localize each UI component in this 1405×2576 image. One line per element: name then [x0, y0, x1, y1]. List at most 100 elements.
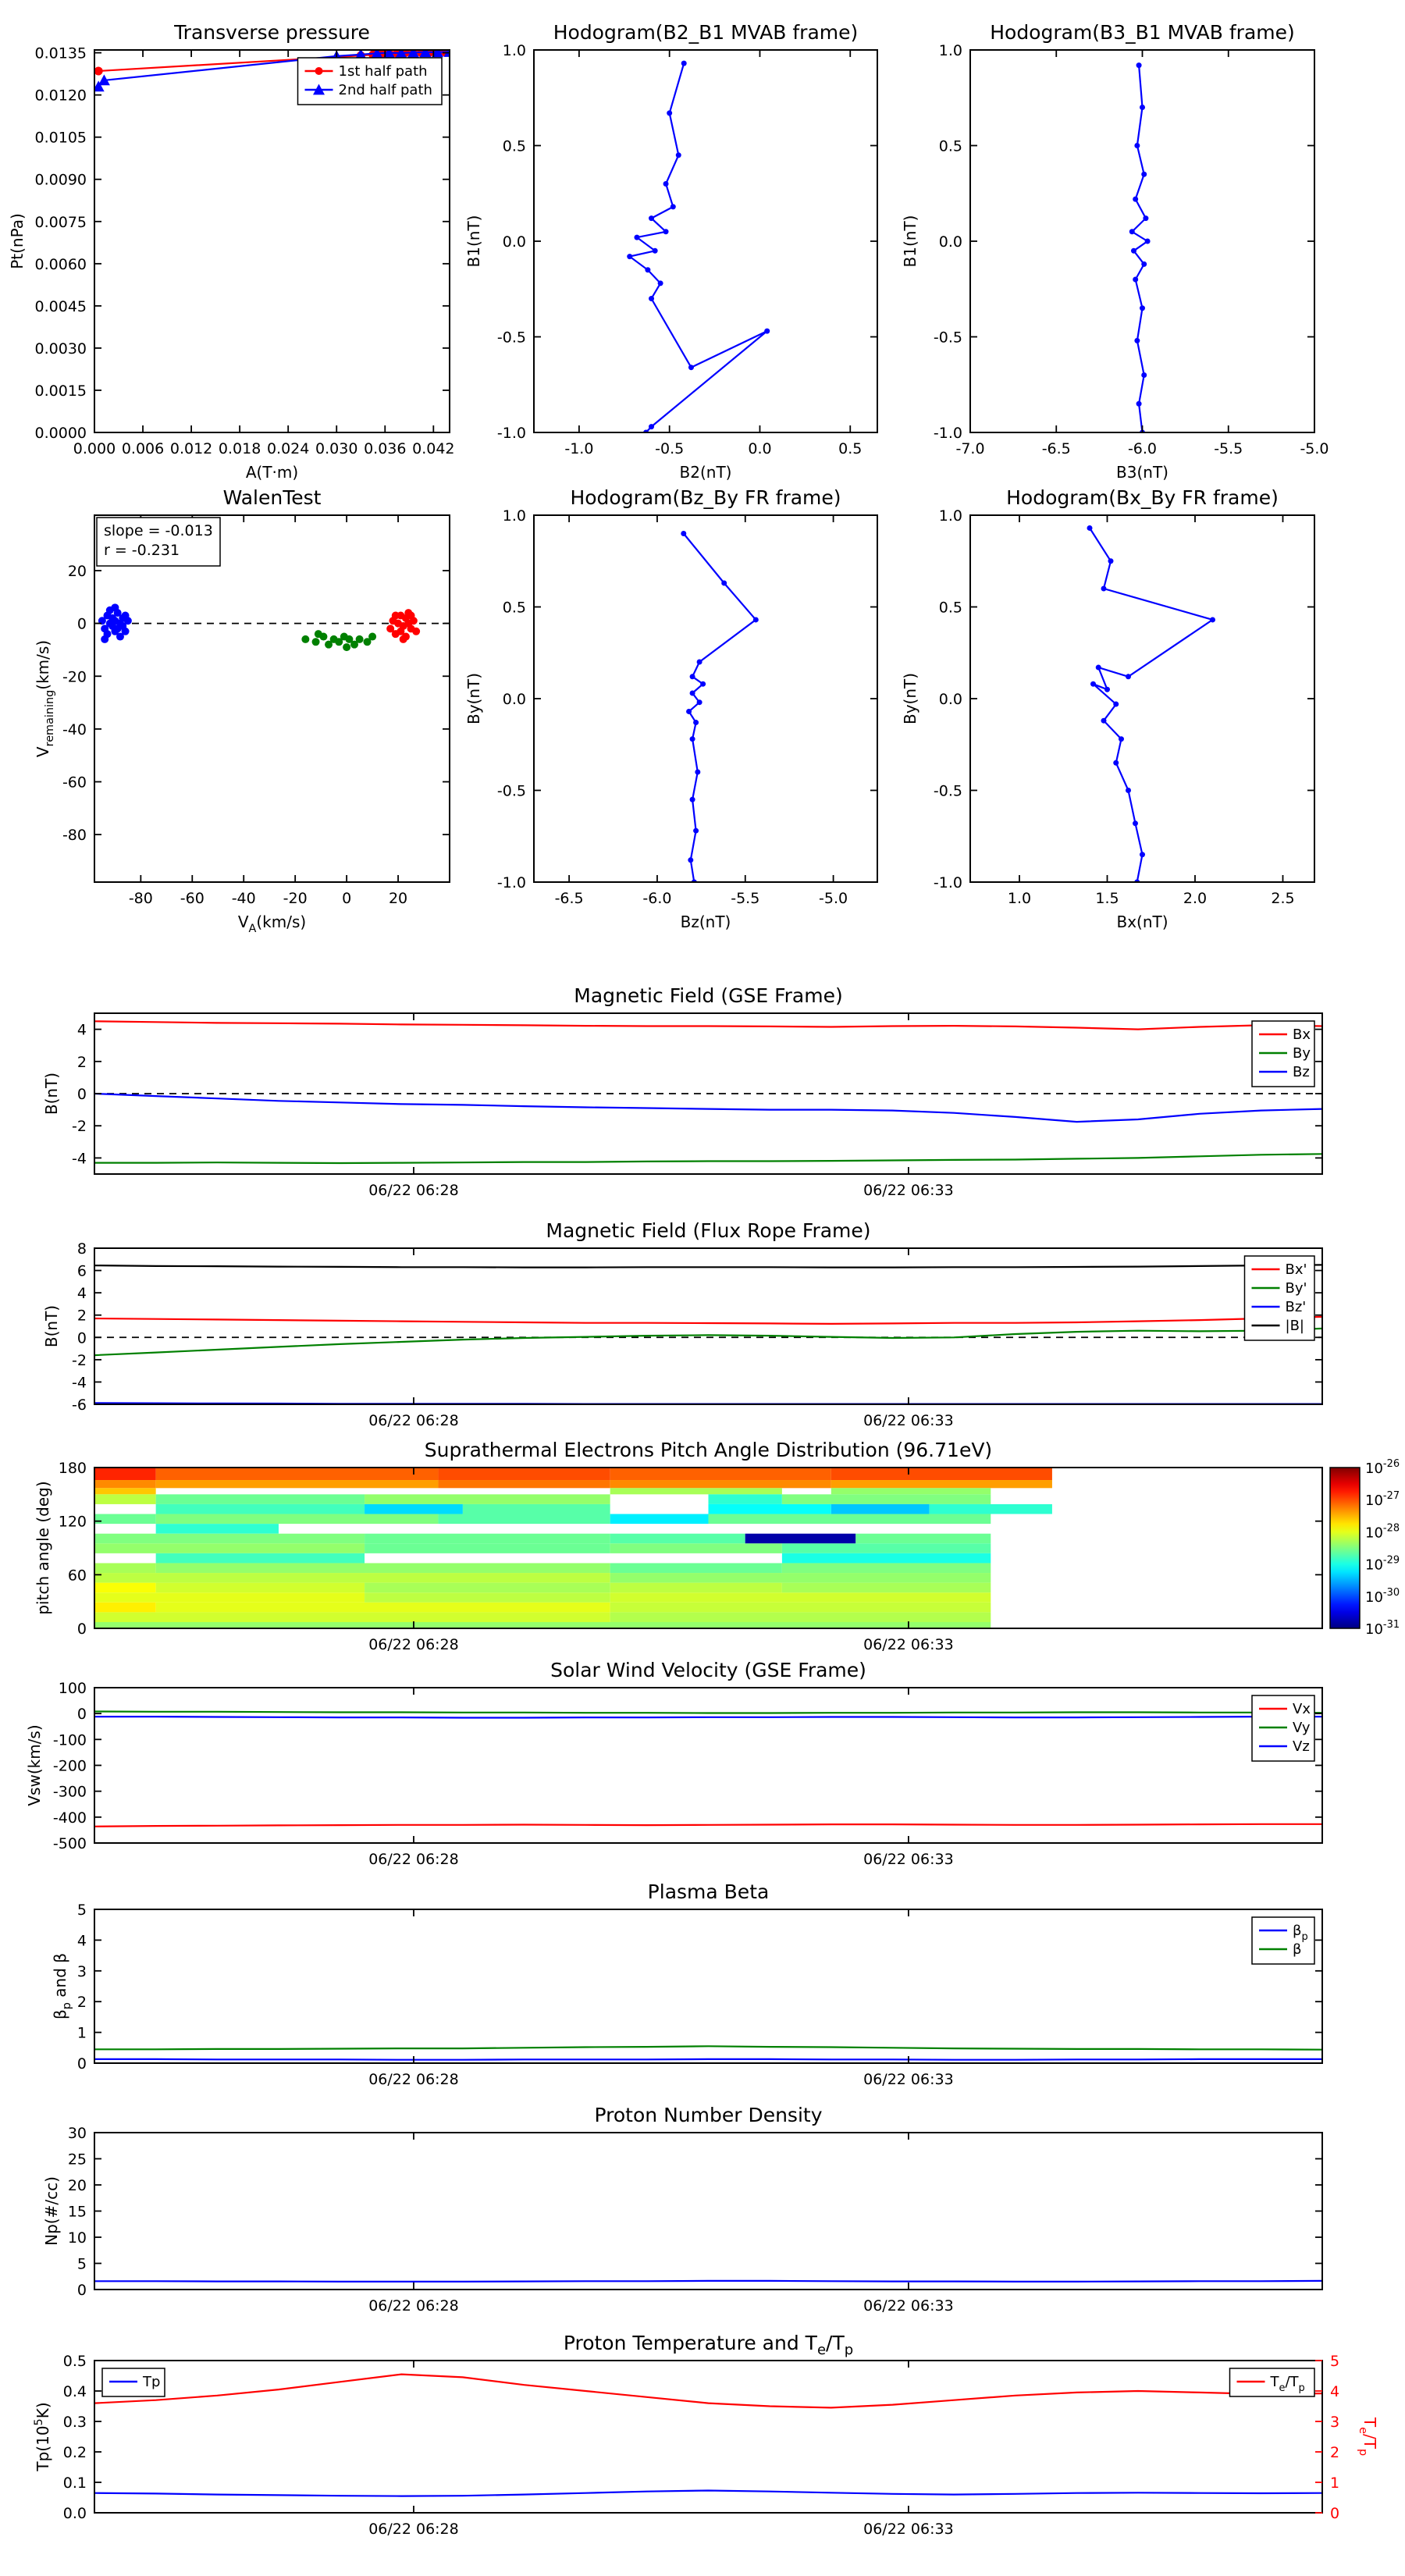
y-tick-label: 100	[59, 1680, 87, 1697]
heatmap-cell	[94, 1582, 156, 1593]
x-tick-label: -6.0	[642, 890, 671, 907]
walen-test-svg: -80 -60 -40 -20 0 20 20 0 -20 -40 -60 -80 WalenTest V…	[34, 486, 450, 935]
legend-label: Vx	[1293, 1701, 1311, 1717]
y-tick-label: -400	[53, 1809, 87, 1827]
series-line	[1089, 527, 1215, 882]
magnetic-field-gse-svg: 06/22 06:28 06/22 06:33 -4 -2 0 2 4 Magnetic Fi…	[42, 984, 1323, 1199]
axes-frame	[94, 1909, 1323, 2064]
y-tick-label: -1.0	[934, 425, 962, 442]
x-tick-label: 0.5	[838, 440, 862, 457]
x-tick-label: 0.0	[748, 440, 771, 457]
y-tick-label: -2	[72, 1352, 87, 1369]
heatmap-cell	[365, 1533, 610, 1544]
y-tick-label: -0.5	[497, 329, 526, 347]
heatmap-cell	[831, 1488, 991, 1495]
chart-title: Hodogram(Bx_By FR frame)	[1006, 486, 1279, 509]
heatmap-cell	[94, 1612, 610, 1622]
y-tick-label: 0.0135	[35, 45, 87, 62]
heatmap-cell	[365, 1494, 610, 1504]
heatmap-cell	[610, 1514, 709, 1525]
y-axis-label: B(nT)	[42, 1073, 61, 1115]
y-tick-label: 4	[77, 1932, 87, 1949]
y-tick-label: 0	[77, 2282, 87, 2299]
y-tick-label: -0.5	[934, 783, 962, 800]
x-tick-label: 06/22 06:28	[368, 1851, 459, 1868]
y-tick-label: 0.0045	[35, 298, 87, 315]
y-tick-label: -200	[53, 1758, 87, 1775]
axes-frame	[969, 514, 1315, 883]
legend-label: β	[1293, 1941, 1302, 1958]
heatmap-cell	[929, 1503, 1052, 1514]
y-tick-label: 0.5	[939, 600, 962, 617]
axes-frame	[94, 1467, 1323, 1629]
heatmap-cell	[155, 1602, 610, 1613]
y-tick-label: 0.0	[939, 691, 962, 708]
chart-title: Solar Wind Velocity (GSE Frame)	[550, 1659, 866, 1681]
x-tick-label: 0.018	[219, 440, 261, 457]
heatmap-cell	[155, 1563, 610, 1574]
y-tick-label: 0.0060	[35, 256, 87, 273]
heatmap-cell	[155, 1582, 365, 1593]
heatmap-cell	[781, 1563, 991, 1574]
x-tick-label: 06/22 06:28	[368, 2297, 459, 2314]
series-line	[94, 2045, 1322, 2051]
heatmap-cell	[94, 1592, 365, 1603]
y-tick-label: 0.0000	[35, 425, 87, 442]
heatmap-cell	[610, 1563, 782, 1574]
y-tick-label: 2	[77, 1308, 87, 1325]
panel-magnetic-field-flux-rope: 06/22 06:28 06/22 06:33 -6 -4 -2 0 2 4 6 8 Magneti…	[42, 1219, 1323, 1429]
y-tick-label: 0.5	[503, 600, 526, 617]
legend-box	[1251, 1916, 1315, 1965]
proton-temperature-svg: 06/22 06:28 06/22 06:33 0.0 0.1 0.2 0.3 0.4 0.5…	[33, 2332, 1379, 2538]
y-tick-label: 0.4	[63, 2383, 87, 2400]
chart-title: Hodogram(B3_B1 MVAB frame)	[990, 21, 1295, 44]
x-axis-label: Bx(nT)	[1116, 913, 1168, 931]
chart-hodogram-bz-by: -6.5 -6.0 -5.5 -5.0 -1.0 -0.5 0.0 0.5 1.0 Hodogra…	[464, 486, 878, 931]
hodogram-b2-b1-svg: -1.0 -0.5 0.0 0.5 -1.0 -0.5 0.0 0.5 1.0 Hodogram(…	[464, 21, 878, 482]
series-line	[682, 532, 757, 882]
series-line	[628, 62, 768, 432]
heatmap-cell	[155, 1514, 439, 1525]
y-axis-label: B1(nT)	[901, 215, 919, 268]
heatmap-cell	[94, 1602, 156, 1613]
colorbar-tick-label: 10-31​	[1365, 1619, 1400, 1638]
x-tick-label: 20	[389, 890, 407, 907]
axes-frame	[94, 2360, 1323, 2514]
right-y-tick-label: 0	[1330, 2505, 1339, 2522]
x-tick-label: 0.036	[364, 440, 406, 457]
magnetic-field-flux-rope-svg: 06/22 06:28 06/22 06:33 -6 -4 -2 0 2 4 6 8 Magneti…	[42, 1219, 1323, 1429]
y-tick-label: 1.0	[939, 507, 962, 525]
heatmap-cell	[365, 1582, 610, 1593]
y-tick-label: 0.0	[939, 233, 962, 251]
y-tick-label: 20	[68, 2177, 87, 2194]
y-tick-label: 0.0075	[35, 214, 87, 231]
y-axis-label: Tp(105​K)	[33, 2402, 52, 2471]
y-tick-label: 0.1	[63, 2475, 87, 2492]
heatmap-cell	[708, 1503, 831, 1514]
y-tick-label: -80	[62, 827, 87, 844]
series-line	[94, 1020, 1322, 1030]
y-tick-label: -60	[62, 774, 87, 792]
y-tick-label: 25	[68, 2151, 87, 2169]
colorbar-tick-label: 10-29​	[1365, 1555, 1400, 1574]
x-axis-label: Bz(nT)	[681, 913, 731, 931]
y-axis-label: Vsw(km/s)	[25, 1724, 44, 1806]
x-tick-label: -6.0	[1128, 440, 1157, 457]
x-tick-label: 0.042	[412, 440, 454, 457]
x-tick-label: 1.0	[1008, 890, 1031, 907]
y-axis-label: B(nT)	[42, 1305, 61, 1347]
panel-magnetic-field-gse: 06/22 06:28 06/22 06:33 -4 -2 0 2 4 Magnetic Fi…	[42, 984, 1323, 1199]
x-tick-label: -0.5	[655, 440, 684, 457]
y-tick-label: 15	[68, 2204, 87, 2221]
series-line	[94, 2058, 1322, 2061]
heatmap-cell	[610, 1543, 782, 1553]
y-axis-label: B1(nT)	[464, 215, 483, 268]
y-tick-label: 0.3	[63, 2414, 87, 2431]
heatmap-cell	[365, 1543, 610, 1553]
legend-label: Vy	[1293, 1720, 1311, 1736]
solar-wind-velocity-svg: 06/22 06:28 06/22 06:33 100 0 -100 -200 -300 -4…	[25, 1659, 1323, 1868]
chart-hodogram-b2-b1: -1.0 -0.5 0.0 0.5 -1.0 -0.5 0.0 0.5 1.0 Hodogram(…	[464, 21, 878, 482]
axes-frame	[94, 2132, 1323, 2290]
heatmap-cell	[781, 1543, 991, 1553]
series-line	[94, 1315, 1322, 1325]
